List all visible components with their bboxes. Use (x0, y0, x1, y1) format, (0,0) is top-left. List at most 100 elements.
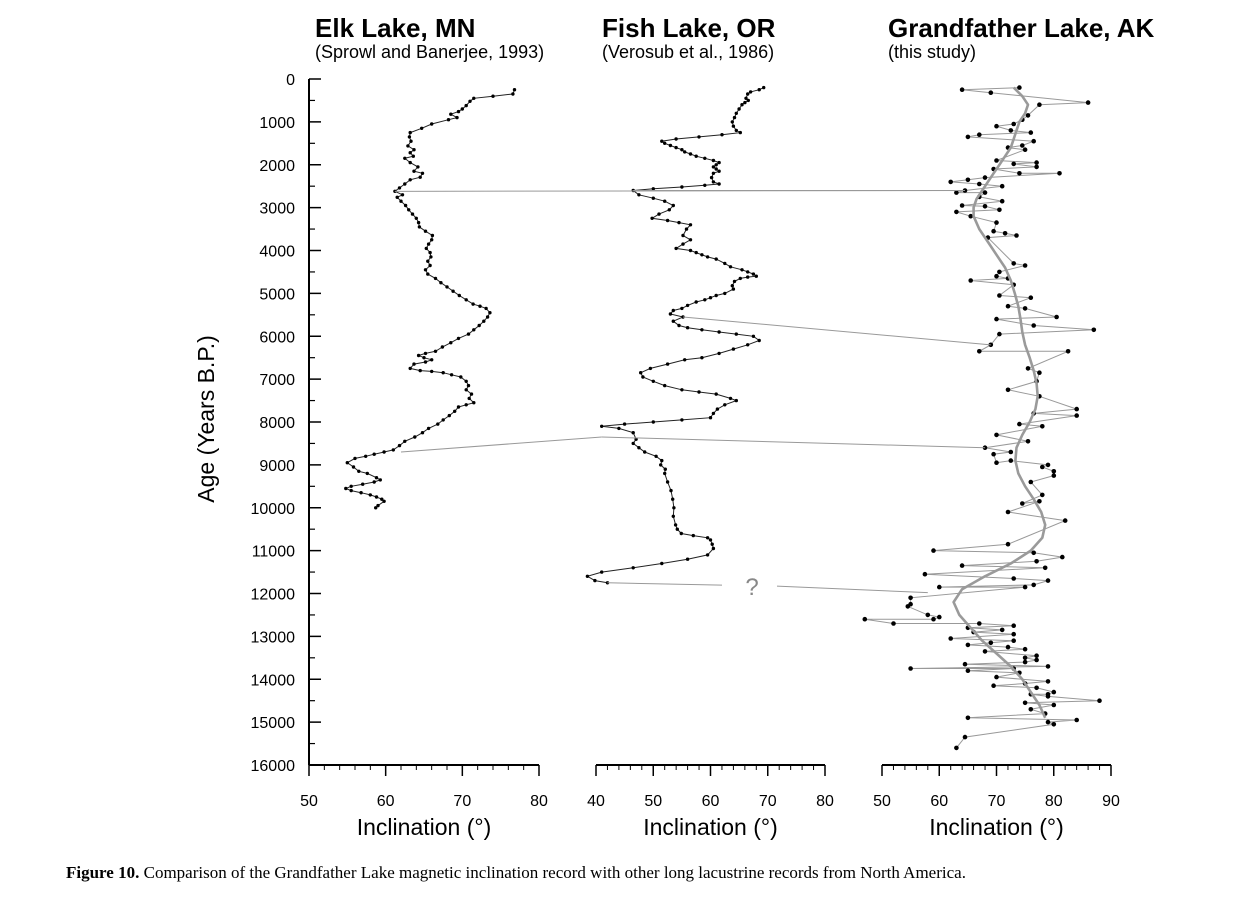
data-point (734, 128, 738, 133)
data-point (1051, 469, 1057, 474)
data-point (433, 276, 438, 281)
data-point (409, 139, 413, 143)
data-point (728, 396, 733, 401)
data-point (441, 371, 445, 375)
y-tick-label: 9000 (259, 458, 295, 475)
data-point (680, 388, 684, 392)
data-point (423, 360, 428, 364)
data-point (991, 683, 996, 688)
correlation-line (400, 436, 602, 453)
data-point (464, 298, 468, 302)
data-point (1034, 559, 1039, 564)
x-tick-label: 60 (702, 793, 720, 810)
data-point (671, 308, 675, 313)
data-point (663, 467, 667, 471)
data-point (464, 388, 468, 392)
data-point (671, 319, 675, 323)
x-tick-label: 70 (759, 793, 777, 810)
data-point (1028, 130, 1034, 135)
y-tick-label: 7000 (259, 372, 295, 389)
data-point (1005, 387, 1011, 393)
data-point (994, 316, 999, 322)
data-point (959, 203, 965, 208)
data-point (353, 456, 357, 461)
data-point (420, 126, 424, 130)
data-point (680, 306, 684, 311)
figure-10-chart: 0 1000 2000 3000 4000 5000 6000 7000 8000 9000 100… (193, 13, 1155, 840)
data-point (456, 336, 461, 341)
data-point (455, 115, 459, 120)
data-point (430, 122, 434, 126)
data-point (705, 553, 710, 557)
x-axis-label: Inclination (°) (643, 814, 777, 840)
data-point (426, 242, 431, 246)
data-point (997, 269, 1002, 275)
data-point (359, 491, 363, 495)
data-point (757, 88, 761, 92)
y-tick-label: 11000 (252, 544, 295, 561)
data-point (982, 175, 988, 180)
data-point (732, 279, 737, 284)
data-point (511, 92, 515, 96)
data-point (1022, 306, 1028, 311)
data-point (740, 268, 744, 272)
data-point (1042, 565, 1048, 571)
panel-subtitle: (Verosub et al., 1986) (602, 42, 774, 62)
data-point (997, 293, 1002, 298)
y-tick-label: 10000 (251, 501, 296, 518)
data-point (423, 268, 428, 272)
data-point (420, 431, 425, 435)
data-point (464, 403, 468, 407)
data-point (1028, 479, 1034, 485)
data-point (922, 571, 928, 577)
data-point (714, 293, 718, 298)
y-tick-label: 3000 (259, 201, 295, 218)
data-point (1097, 698, 1102, 703)
data-point (1025, 366, 1031, 371)
data-point (673, 523, 678, 527)
data-point (378, 478, 382, 482)
data-point (671, 514, 675, 518)
data-point (1005, 644, 1011, 650)
data-point (1020, 501, 1025, 506)
data-point (1051, 702, 1057, 708)
data-point (651, 420, 655, 424)
data-point (412, 169, 416, 173)
data-point (988, 90, 994, 95)
data-point (685, 557, 690, 561)
data-point (400, 193, 405, 197)
data-point (491, 94, 495, 98)
data-point (681, 233, 685, 238)
data-point (349, 484, 353, 488)
data-point (962, 734, 968, 740)
data-point (711, 411, 716, 416)
y-tick-label: 12000 (251, 587, 296, 604)
data-point (1028, 295, 1034, 301)
data-point (372, 480, 376, 484)
data-point (449, 112, 453, 116)
data-point (675, 527, 679, 531)
data-point (1034, 685, 1039, 691)
x-tick-label: 60 (377, 793, 395, 810)
data-point (665, 218, 670, 223)
x-axis-label: Inclination (°) (929, 814, 1063, 840)
data-point (717, 160, 721, 165)
data-point (994, 220, 999, 225)
data-point (697, 390, 701, 394)
data-point (407, 208, 411, 212)
data-point (648, 366, 653, 371)
data-point (361, 482, 365, 486)
data-point (657, 212, 661, 216)
data-point (631, 566, 635, 570)
data-point (406, 144, 410, 148)
data-point (691, 533, 695, 538)
data-point (1051, 689, 1057, 695)
data-point (1022, 584, 1028, 590)
data-point (456, 109, 461, 114)
data-point (994, 674, 999, 680)
correlation-line-uncertain (776, 585, 928, 594)
data-point (684, 227, 689, 231)
data-point (436, 422, 440, 426)
data-point (440, 345, 445, 349)
data-point (639, 371, 643, 375)
